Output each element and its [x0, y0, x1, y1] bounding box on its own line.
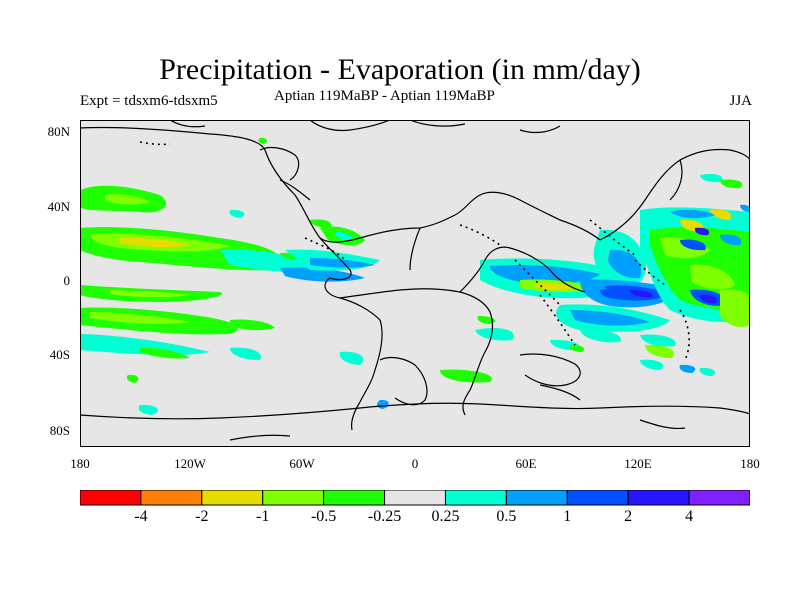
- colorbar-swatch: [262, 490, 325, 506]
- coastlines: [79, 119, 751, 441]
- colorbar-swatch: [627, 490, 690, 506]
- colorbar-label: 4: [685, 508, 694, 525]
- lat-label-equator: 0: [63, 273, 71, 288]
- colorbar-swatch: [688, 490, 750, 506]
- season-label: JJA: [729, 93, 752, 109]
- lon-label-60w: 60W: [289, 456, 315, 471]
- colorbar-label: 1: [563, 508, 572, 525]
- experiment-label: Expt = tdsxm6-tdsxm5: [80, 93, 218, 109]
- colorbar-label: 0.25: [431, 508, 460, 525]
- colorbar-swatch: [140, 490, 203, 506]
- colorbar-label: -4: [134, 508, 148, 525]
- colorbar-label: 2: [624, 508, 633, 525]
- map-background: [80, 120, 750, 447]
- colorbar-swatch: [80, 490, 142, 506]
- lat-label-40s: 40S: [49, 347, 70, 362]
- lon-label-180e: 180: [740, 456, 760, 471]
- chart-title: Precipitation - Evaporation (in mm/day): [159, 53, 641, 86]
- colorbar-label: -0.5: [310, 508, 337, 525]
- colorbar-swatch: [444, 490, 507, 506]
- colorbar-swatch: [566, 490, 629, 506]
- contour-map: [79, 119, 751, 447]
- colorbar-swatch: [201, 490, 264, 506]
- lon-label-120w: 120W: [174, 456, 206, 471]
- colorbar-swatch: [323, 490, 386, 506]
- lat-label-80n: 80N: [47, 124, 70, 139]
- map-frame: [80, 120, 750, 447]
- lon-label-120e: 120E: [624, 456, 652, 471]
- colorbar: [80, 490, 750, 506]
- colorbar-swatch: [384, 490, 446, 506]
- period-label: Aptian 119MaBP - Aptian 119MaBP: [274, 88, 495, 104]
- lon-label-60e: 60E: [515, 456, 537, 471]
- colorbar-label: -0.25: [367, 508, 402, 525]
- colorbar-swatch: [505, 490, 568, 506]
- colorbar-label: -1: [256, 508, 270, 525]
- map-panel: [79, 119, 751, 447]
- lat-label-80s: 80S: [49, 423, 70, 438]
- lat-label-40n: 40N: [47, 199, 70, 214]
- colorbar-label: 0.5: [496, 508, 517, 525]
- tethys-anomalies: [480, 173, 750, 376]
- pacific-anomalies: [80, 185, 365, 415]
- lon-label-180w: 180: [70, 456, 90, 471]
- island-chains: [139, 141, 690, 361]
- colorbar-label: -2: [195, 508, 209, 525]
- lon-label-0: 0: [411, 456, 419, 471]
